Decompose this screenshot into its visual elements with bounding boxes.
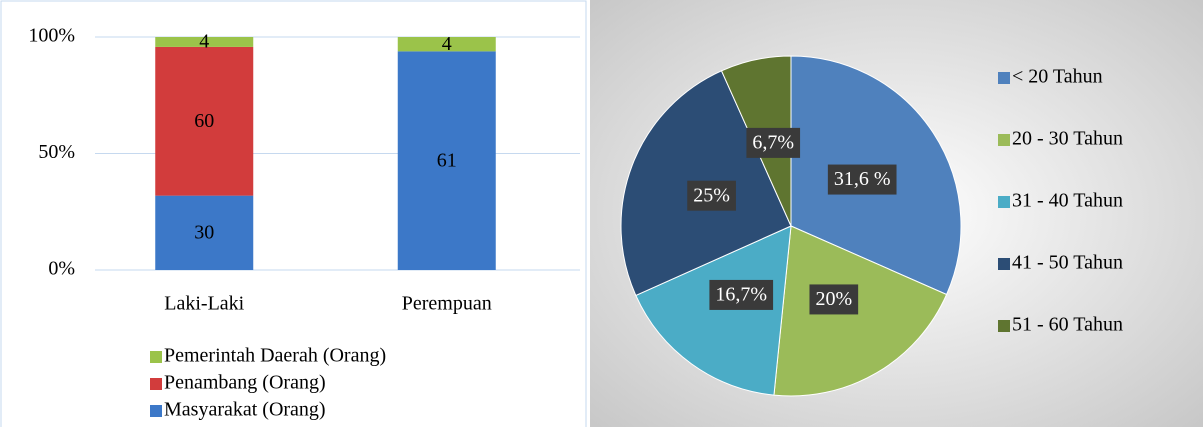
legend-label: 20 - 30 Tahun [1012,128,1123,150]
data-label: 25% [693,184,730,206]
pie-slice [635,225,792,396]
y-tick-label: 0% [48,258,75,280]
x-tick-label: Perempuan [402,293,492,315]
data-label: 6,7% [752,131,794,153]
y-tick-label: 50% [38,141,75,163]
data-label-box [809,284,859,315]
legend-label: < 20 Tahun [1012,66,1103,88]
legend-label: Penambang (Orang) [164,372,326,394]
data-label-box [746,127,801,158]
legend-swatch [998,72,1010,84]
bar-segment [155,195,254,270]
legend-label: 41 - 50 Tahun [1012,252,1123,274]
bar-segment [155,46,254,196]
data-label-box [709,279,774,310]
data-label: 4 [199,31,209,53]
legend-label: 31 - 40 Tahun [1012,190,1123,212]
data-label: 60 [194,110,214,132]
data-label-box [827,164,897,195]
legend-swatch [150,378,162,390]
legend-swatch [150,405,162,417]
y-tick-label: 100% [28,25,75,47]
legend-swatch [150,351,162,363]
data-label-box [687,180,736,211]
data-label: 16,7% [715,284,767,306]
legend-label: Masyarakat (Orang) [164,399,326,421]
pie-slice [773,225,948,397]
x-tick-label: Laki-Laki [164,293,244,315]
legend-swatch [998,258,1010,270]
data-label: 30 [194,221,214,243]
data-label: 31,6 % [834,168,891,190]
legend-swatch [998,196,1010,208]
bar-segment [397,37,496,52]
data-label: 20% [815,288,852,310]
bar-segment [397,51,496,270]
legend-label: Pemerintah Daerah (Orang) [164,345,386,367]
data-label: 61 [437,149,457,171]
data-label: 4 [442,33,452,55]
legend-swatch [998,134,1010,146]
legend-swatch [998,320,1010,332]
bar-segment [155,37,254,47]
legend-label: 51 - 60 Tahun [1012,314,1123,336]
